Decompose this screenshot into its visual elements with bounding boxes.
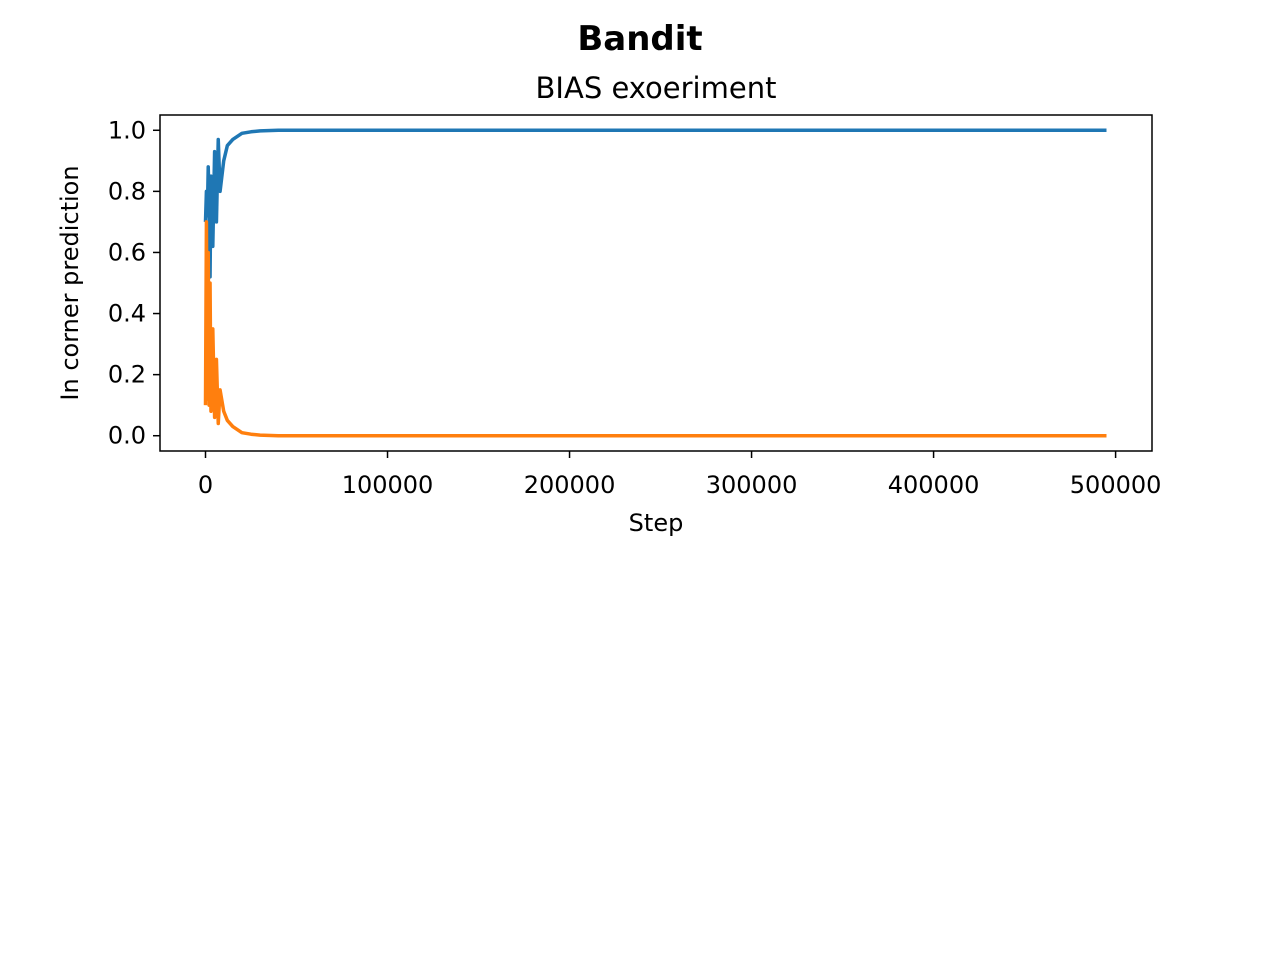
x-axis-label: Step: [629, 509, 684, 537]
x-tick-label: 300000: [706, 471, 798, 499]
x-tick-label: 200000: [524, 471, 616, 499]
y-axis-ticks: 0.0 0.2 0.4 0.6 0.8 1.0: [108, 116, 160, 450]
x-tick-label: 0: [198, 471, 213, 499]
series-layer: [203, 128, 1107, 438]
y-tick-label: 1.0: [108, 116, 146, 144]
x-tick-label: 500000: [1070, 471, 1162, 499]
series-line-2: [203, 220, 1107, 438]
y-tick-label: 0.2: [108, 361, 146, 389]
y-tick-label: 0.8: [108, 177, 146, 205]
axes-frame: [159, 114, 1153, 452]
series-line-1: [203, 128, 1107, 279]
chart-suptitle: Bandit: [577, 19, 702, 59]
plot-area: [159, 114, 1153, 452]
y-tick-label: 0.6: [108, 238, 146, 266]
y-axis-label: In corner prediction: [56, 165, 84, 400]
x-tick-label: 400000: [888, 471, 980, 499]
y-tick-label: 0.4: [108, 300, 146, 328]
y-tick-label: 0.0: [108, 422, 146, 450]
x-tick-label: 100000: [342, 471, 434, 499]
chart-title: BIAS exoeriment: [536, 71, 777, 105]
x-axis-ticks: 0 100000 200000 300000 400000 500000: [198, 451, 1162, 499]
